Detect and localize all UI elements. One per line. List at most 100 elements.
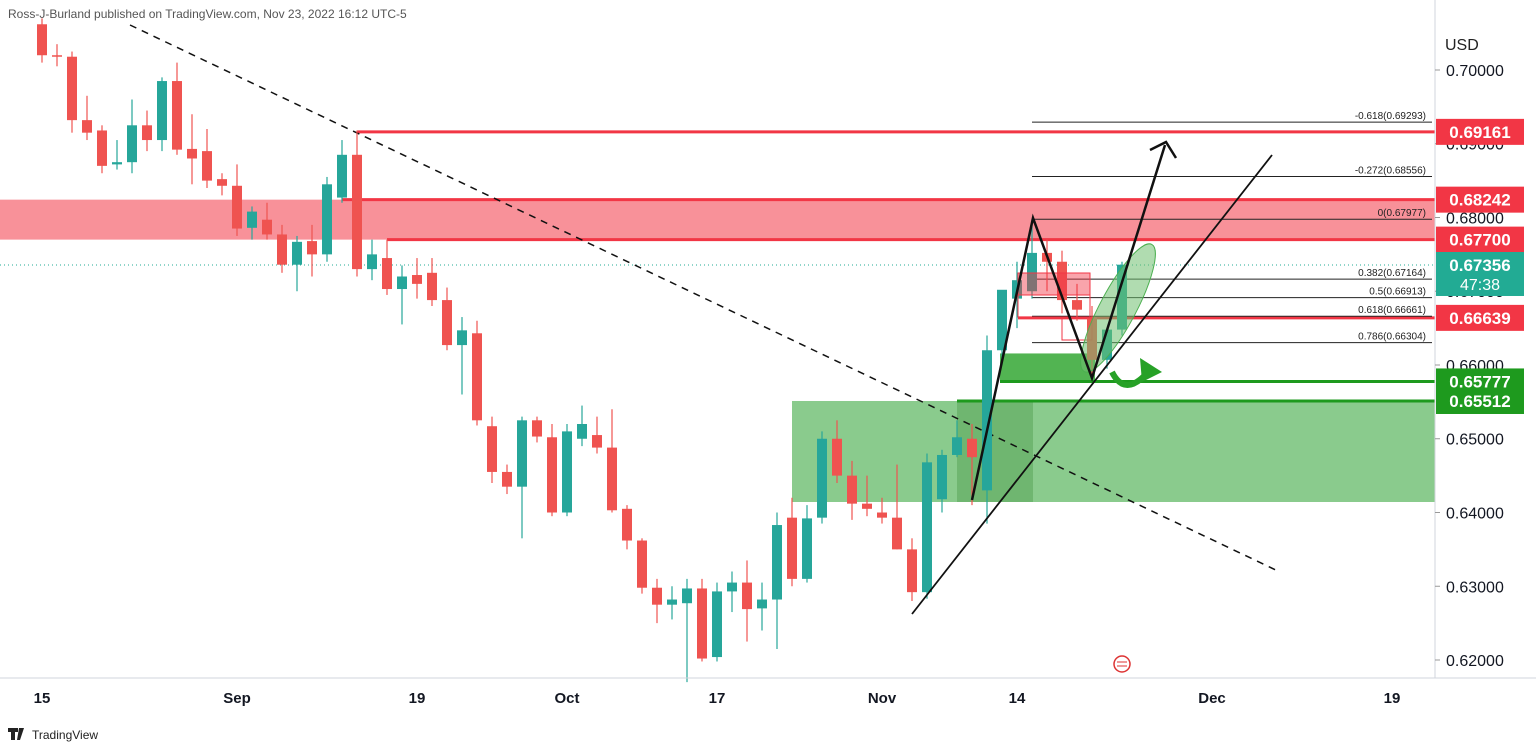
candle-body: [982, 350, 992, 491]
candle-body: [457, 330, 467, 346]
price-tag: [1436, 251, 1524, 296]
dashed-trendline: [129, 24, 1281, 573]
bounce-arrow-head: [1140, 358, 1162, 382]
candle-body: [892, 517, 902, 550]
price-tag: [1436, 304, 1524, 331]
candle-body: [247, 211, 257, 228]
candle-body: [622, 508, 632, 541]
candle-body: [922, 462, 932, 593]
arrow-head: [1149, 140, 1178, 159]
candle-body: [337, 154, 347, 198]
candle-body: [532, 420, 542, 437]
x-tick-label: 15: [34, 690, 51, 707]
candle-body: [817, 438, 827, 518]
candle-body: [232, 185, 242, 229]
candle-body: [712, 591, 722, 658]
price-tag-label: 0.66639: [1449, 309, 1510, 328]
candle-body: [397, 276, 407, 290]
price-tag: [1436, 118, 1524, 145]
x-tick-label: 19: [1384, 690, 1401, 707]
candle-body: [952, 437, 962, 455]
candle-body: [907, 549, 917, 593]
candle-body: [37, 24, 47, 56]
demand-zone: [792, 400, 1435, 502]
price-tag-label: 0.67700: [1449, 231, 1510, 250]
drawings: [129, 24, 1281, 573]
price-tag-label: 0.67356: [1449, 256, 1510, 275]
candle-body: [832, 438, 842, 476]
y-tick-label: 0.62000: [1446, 653, 1504, 670]
candle-body: [937, 454, 947, 500]
candle-body: [592, 435, 602, 448]
logo: [8, 728, 24, 740]
candle-body: [67, 56, 77, 121]
x-tick-label: 14: [1009, 690, 1026, 707]
y-tick-label: 0.70000: [1446, 63, 1504, 80]
candle-body: [547, 437, 557, 513]
support-trendline: [911, 154, 1273, 615]
candle-body: [802, 518, 812, 579]
candle-body: [442, 300, 452, 346]
candle-body: [1027, 252, 1037, 292]
candle-body: [112, 162, 122, 165]
candle-body: [487, 426, 497, 472]
candle-body: [1072, 300, 1082, 310]
zones: [0, 130, 1435, 502]
candle-body: [682, 588, 692, 604]
candle-body: [172, 81, 182, 150]
projection-path: [970, 144, 1167, 501]
highlight-ellipse: [1080, 243, 1156, 373]
candle-body: [382, 258, 392, 290]
candle-body: [1057, 261, 1067, 301]
countdown: 47:38: [1460, 277, 1500, 294]
price-tag-label: 0.65512: [1449, 392, 1510, 411]
x-tick-label: Nov: [868, 690, 897, 707]
candle-body: [697, 588, 707, 659]
fib-label: -0.618(0.69293): [1355, 111, 1426, 122]
candle-body: [472, 333, 482, 421]
x-tick-label: Oct: [554, 690, 579, 707]
price-tag: [1436, 186, 1524, 213]
candle-body: [97, 130, 107, 166]
x-tick-label: 17: [709, 690, 726, 707]
footer: TradingView: [32, 728, 98, 742]
candle-body: [967, 438, 977, 458]
candle-body: [847, 475, 857, 504]
candle-body: [637, 540, 647, 588]
price-tag: [1436, 387, 1524, 414]
x-tick-label: Sep: [223, 690, 251, 707]
candle-body: [877, 512, 887, 518]
candle-body: [142, 125, 152, 141]
fib-label: 0.618(0.66661): [1358, 305, 1426, 316]
fib-label: -0.272(0.68556): [1355, 165, 1426, 176]
candle-body: [352, 154, 362, 270]
candle-body: [127, 125, 137, 163]
candle-body: [202, 151, 212, 181]
candle-body: [277, 234, 287, 265]
candle-body: [742, 582, 752, 610]
candle-body: [427, 272, 437, 301]
support-zone: [1000, 353, 1095, 382]
price-tag-label: 0.68242: [1449, 191, 1510, 210]
fib-label: 0.5(0.66913): [1369, 287, 1426, 298]
candle-body: [772, 525, 782, 600]
candle-body: [217, 179, 227, 186]
drawings: [911, 140, 1273, 673]
x-tick-label: 19: [409, 690, 426, 707]
candle-body: [577, 423, 587, 439]
candle-body: [157, 81, 167, 141]
candle-body: [862, 503, 872, 509]
y-tick-label: 0.65000: [1446, 432, 1504, 449]
price-tag-label: 0.65777: [1449, 372, 1510, 391]
y-tick-label: 0.63000: [1446, 579, 1504, 596]
price-tag: [1436, 226, 1524, 253]
candle-body: [517, 420, 527, 487]
candle-body: [292, 241, 302, 265]
y-tick-label: 0.68000: [1446, 210, 1504, 227]
candle-body: [757, 599, 767, 609]
fib-label: 0.786(0.66304): [1358, 332, 1426, 343]
candle-body: [322, 184, 332, 255]
candle-body: [412, 275, 422, 284]
